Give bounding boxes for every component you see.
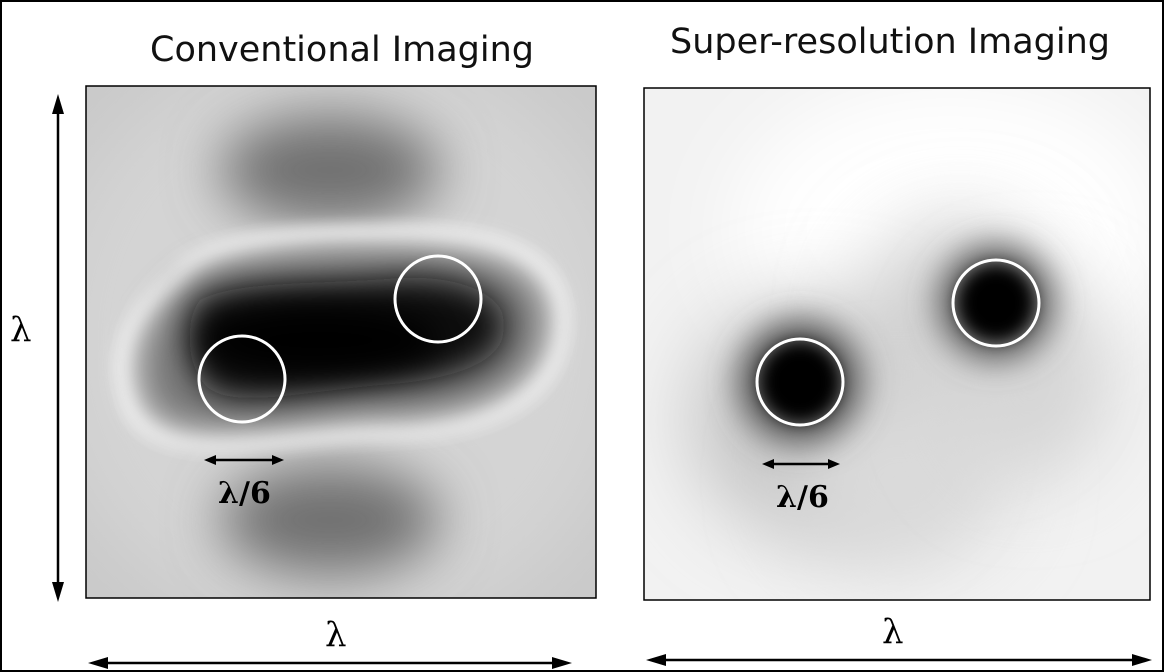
horizontal-scale-arrow-left [88,657,572,669]
subwavelength-scale-arrow-right [762,459,840,469]
scale-label-super-resolution: λ/6 [776,480,829,515]
panel-title-super-resolution: Super-resolution Imaging [670,22,1111,62]
conventional-image [86,86,596,598]
source-marker-right [951,258,1041,348]
horizontal-lambda-label-right: λ [882,612,904,652]
super-resolution-image [644,88,1150,600]
vertical-lambda-label: λ [10,310,32,350]
subwavelength-scale-arrow-left [204,455,284,465]
source-marker-left [197,334,287,424]
horizontal-lambda-label-left: λ [325,615,347,655]
scale-label-conventional: λ/6 [218,476,271,511]
vertical-scale-arrow [52,94,64,602]
conventional-image-border [85,85,597,599]
horizontal-scale-arrow-right [646,654,1152,666]
source-marker-left [755,337,845,427]
super-resolution-image-border [643,87,1151,601]
panel-title-conventional: Conventional Imaging [150,30,535,70]
source-marker-right [393,254,483,344]
